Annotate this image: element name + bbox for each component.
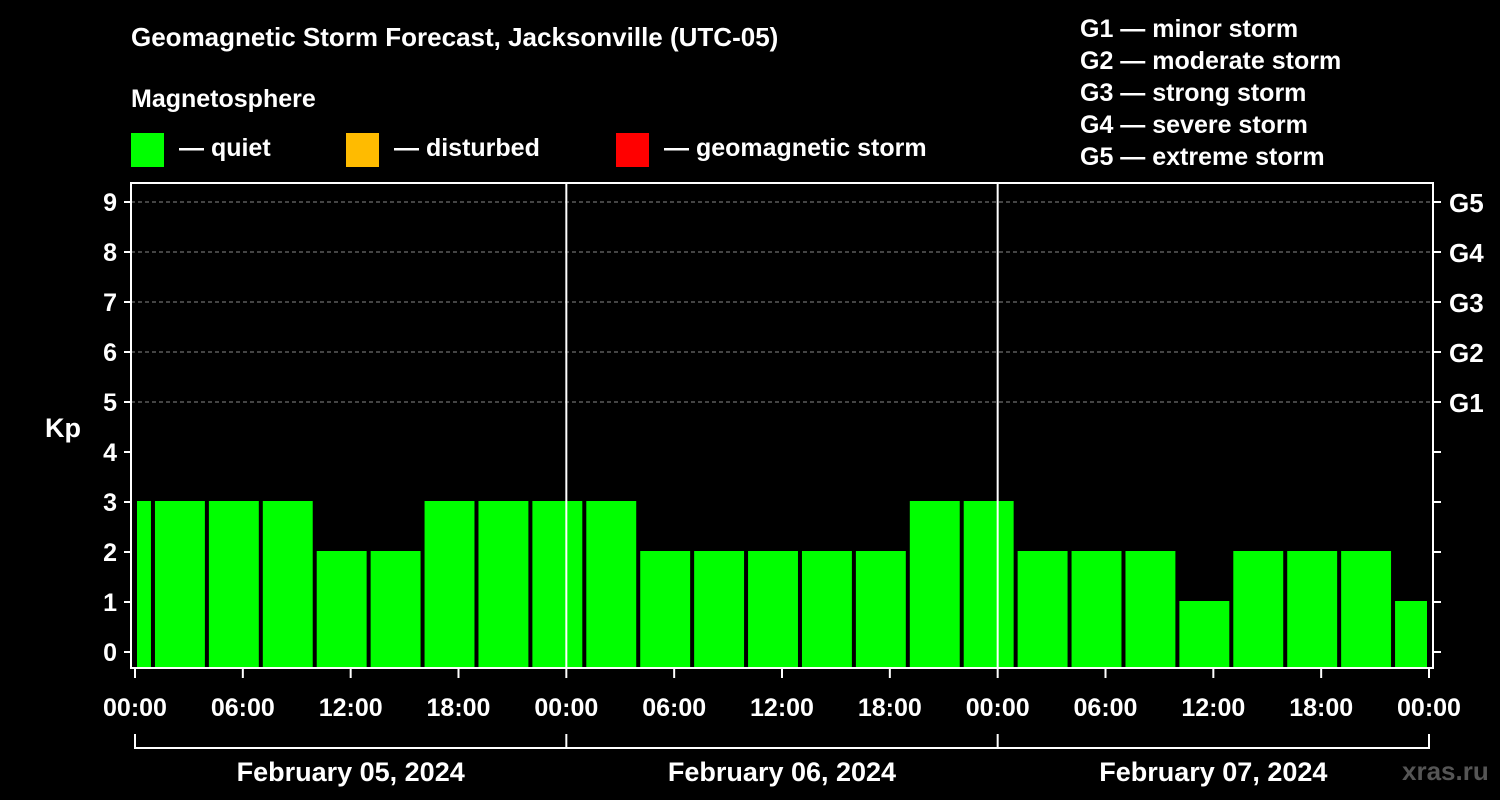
kp-bar [1071,551,1122,668]
kp-bar [694,551,745,668]
y-tick-label: 0 [103,639,117,667]
kp-bar [154,501,205,668]
y-tick-label: 4 [103,439,117,467]
storm-scale-legend: G1 — minor storm G2 — moderate storm G3 … [1080,13,1341,173]
x-tick-label: 06:00 [211,694,275,722]
date-label: February 05, 2024 [237,757,465,787]
y-axis-label: Kp [45,413,81,443]
kp-bar [1395,601,1427,668]
kp-bar [1125,551,1176,668]
x-tick-label: 00:00 [534,694,598,722]
legend-subtitle: Magnetosphere [131,85,316,113]
storm-scale-g4: G4 — severe storm [1080,111,1308,139]
legend-label-disturbed: — disturbed [394,134,540,162]
kp-bar [532,501,583,668]
x-tick-label: 00:00 [103,694,167,722]
kp-bar [370,551,421,668]
kp-bar [424,501,475,668]
g-scale-label: G2 [1449,338,1484,368]
kp-bar [963,501,1014,668]
x-tick-label: 00:00 [966,694,1030,722]
kp-bar [208,501,259,668]
kp-bar [1287,551,1338,668]
y-tick-label: 9 [103,189,117,217]
legend-label-storm: — geomagnetic storm [664,134,927,162]
x-tick-label: 06:00 [642,694,706,722]
x-tick-label: 06:00 [1074,694,1138,722]
kp-bar [137,501,151,668]
g-scale-label: G3 [1449,288,1484,318]
kp-bar [748,551,798,668]
kp-bar [855,551,906,668]
x-tick-label: 18:00 [1289,694,1353,722]
y-tick-label: 6 [103,339,117,367]
kp-bar [1179,601,1230,668]
legend-swatch-quiet [131,133,164,167]
x-tick-label: 12:00 [1181,694,1245,722]
y-tick-label: 1 [103,589,117,617]
storm-scale-g5: G5 — extreme storm [1080,143,1325,171]
kp-bar [801,551,852,668]
kp-bar [640,551,691,668]
y-tick-label: 8 [103,239,117,267]
legend-swatch-storm [616,133,649,167]
legend-label-quiet: — quiet [179,134,271,162]
storm-scale-g2: G2 — moderate storm [1080,47,1342,75]
kp-bar [316,551,367,668]
kp-bar [586,501,637,668]
y-tick-label: 5 [103,389,117,417]
x-tick-label: 00:00 [1397,694,1461,722]
g-scale-label: G1 [1449,388,1484,418]
kp-bar [478,501,529,668]
y-tick-label: 7 [103,289,117,317]
date-label: February 07, 2024 [1099,757,1327,787]
y-tick-label: 2 [103,539,117,567]
g-scale-label: G4 [1449,238,1484,268]
x-tick-label: 12:00 [319,694,383,722]
chart-title: Geomagnetic Storm Forecast, Jacksonville… [131,22,779,52]
legend-swatch-disturbed [346,133,379,167]
g-scale-label: G5 [1449,188,1484,218]
kp-bar [262,501,313,668]
kp-bar [1017,551,1068,668]
date-label: February 06, 2024 [668,757,896,787]
kp-bar [909,501,960,668]
watermark: xras.ru [1402,756,1489,786]
y-tick-label: 3 [103,489,117,517]
kp-bar [1233,551,1284,668]
storm-scale-g1: G1 — minor storm [1080,15,1299,43]
x-tick-label: 18:00 [858,694,922,722]
x-tick-label: 18:00 [427,694,491,722]
x-tick-label: 12:00 [750,694,814,722]
storm-scale-g3: G3 — strong storm [1080,79,1307,107]
kp-bar [1341,551,1392,668]
